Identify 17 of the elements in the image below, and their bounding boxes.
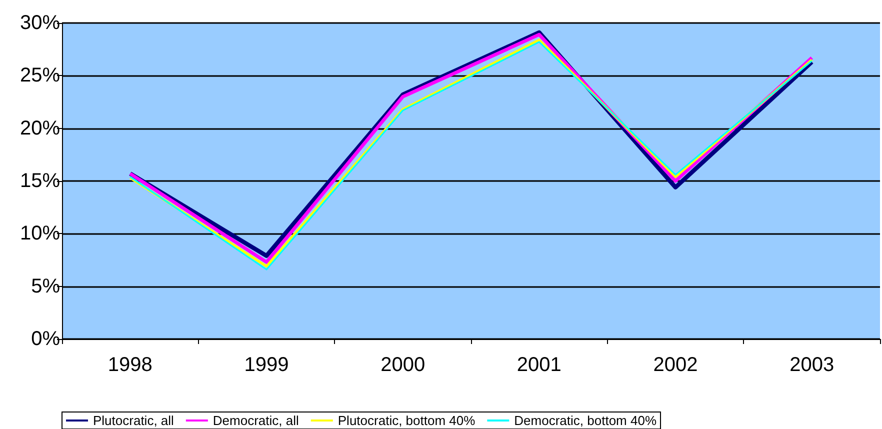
legend-label: Democratic, all — [212, 413, 299, 428]
legend-label: Plutocratic, all — [93, 413, 174, 428]
y-tick-label: 10% — [20, 222, 60, 245]
y-tick-label: 30% — [20, 12, 60, 34]
x-tick-label: 2000 — [380, 354, 426, 376]
y-tick-label: 5% — [31, 275, 60, 298]
y-tick-label: 25% — [20, 64, 60, 87]
legend-label: Plutocratic, bottom 40% — [338, 413, 476, 428]
y-tick-label: 15% — [20, 170, 60, 192]
x-tick-label: 1999 — [244, 354, 289, 376]
x-tick-label: 2003 — [790, 354, 834, 376]
y-tick-label: 20% — [20, 117, 60, 140]
x-tick-label: 2002 — [653, 354, 698, 376]
legend-label: Democratic, bottom 40% — [514, 413, 657, 428]
x-tick-label: 2001 — [516, 354, 562, 376]
x-tick-label: 1998 — [108, 354, 152, 376]
y-tick-label: 0% — [31, 328, 60, 350]
